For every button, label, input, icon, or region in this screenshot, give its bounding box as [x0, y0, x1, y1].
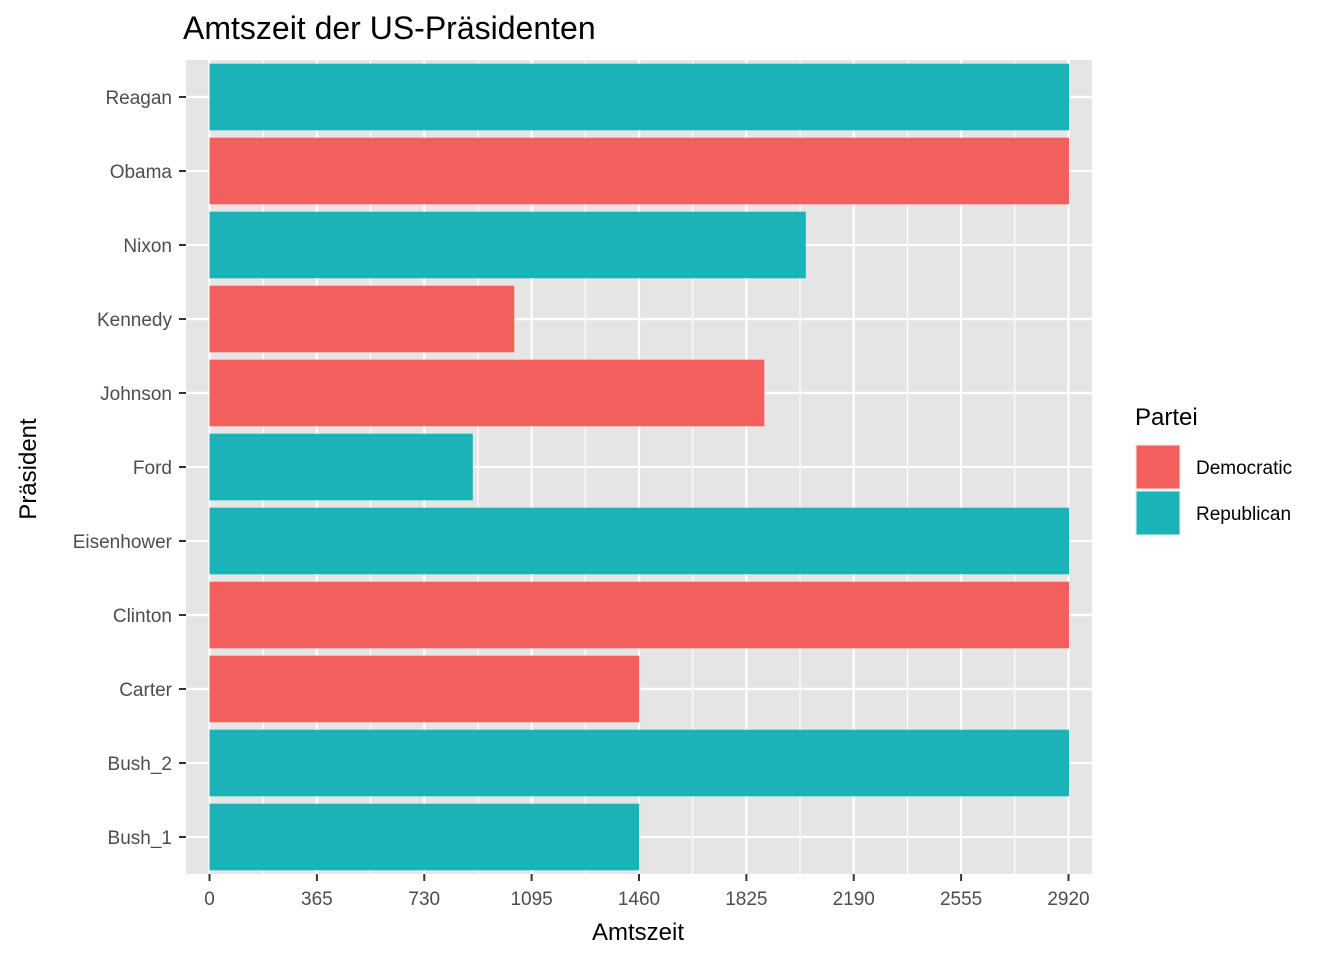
y-tick-label: Johnson: [100, 384, 172, 405]
x-tick-label: 0: [204, 889, 215, 910]
legend-label-republican: Republican: [1196, 504, 1291, 525]
bar-carter: [209, 655, 640, 723]
y-axis: Bush_1 Bush_2 Carter Clinton Eisenhower Ford J…: [73, 88, 186, 849]
bar-nixon: [209, 211, 806, 279]
legend-label-democratic: Democratic: [1196, 458, 1292, 479]
x-tick-label: 2920: [1047, 889, 1089, 910]
bar-johnson: [209, 359, 765, 427]
y-axis-title: Präsident: [15, 418, 42, 520]
y-tick-label: Obama: [110, 162, 173, 183]
bar-reagan: [209, 63, 1070, 131]
x-tick-label: 730: [408, 889, 440, 910]
y-tick-label: Carter: [119, 680, 172, 701]
legend: Partei Democratic Republican: [1135, 404, 1292, 536]
x-tick-label: 1825: [725, 889, 767, 910]
bar-obama: [209, 137, 1070, 205]
bar-ford: [209, 433, 473, 501]
bar-bush_1: [209, 803, 640, 871]
chart-title: Amtszeit der US-Präsidenten: [183, 10, 596, 46]
legend-title: Partei: [1135, 404, 1198, 431]
y-tick-label: Bush_2: [108, 754, 172, 775]
y-tick-label: Eisenhower: [73, 532, 173, 553]
bar-eisenhower: [209, 507, 1070, 575]
y-tick-label: Ford: [133, 458, 172, 479]
bar-kennedy: [209, 285, 515, 353]
y-tick-label: Bush_1: [108, 828, 172, 849]
y-tick-label: Reagan: [105, 88, 172, 109]
y-tick-label: Nixon: [123, 236, 172, 257]
bars: [209, 63, 1070, 871]
x-axis-title: Amtszeit: [592, 919, 684, 946]
bar-clinton: [209, 581, 1070, 649]
y-tick-label: Kennedy: [97, 310, 173, 331]
x-axis: 0 365 730 1095 1460 1825 2190 2555 2920: [204, 874, 1090, 910]
legend-key-republican: [1136, 491, 1180, 535]
x-tick-label: 2555: [940, 889, 982, 910]
x-tick-label: 2190: [833, 889, 875, 910]
x-tick-label: 1095: [510, 889, 552, 910]
legend-key-democratic: [1136, 445, 1180, 489]
x-tick-label: 1460: [618, 889, 660, 910]
y-tick-label: Clinton: [113, 606, 172, 627]
bar-bush_2: [209, 729, 1070, 797]
x-tick-label: 365: [301, 889, 333, 910]
